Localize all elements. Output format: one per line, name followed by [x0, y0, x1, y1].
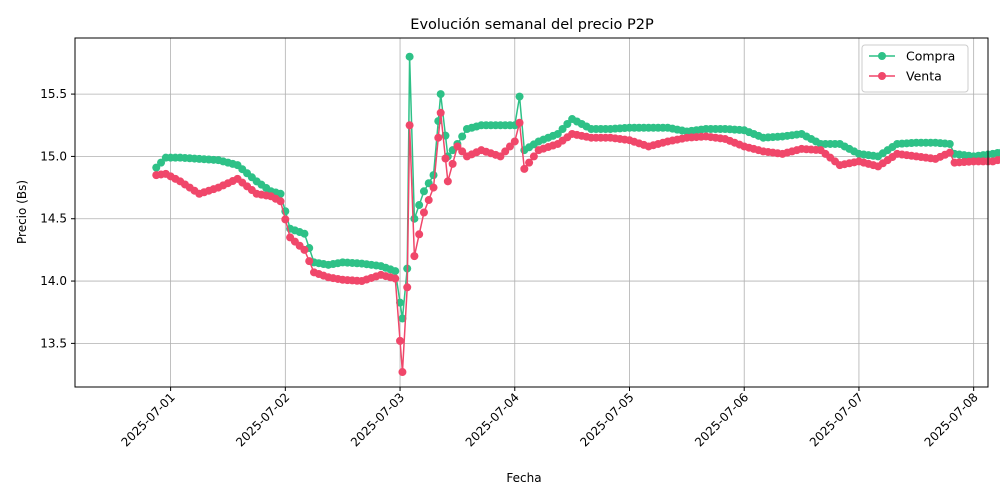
data-point-compra — [300, 229, 309, 238]
data-point-compra — [436, 90, 445, 99]
data-point-compra — [419, 187, 428, 196]
data-point-compra — [396, 298, 405, 307]
data-point-venta — [510, 137, 519, 146]
series-line-venta — [156, 112, 1000, 373]
data-point-venta — [429, 183, 438, 192]
data-point-compra — [515, 92, 524, 101]
data-point-venta — [410, 252, 419, 261]
data-point-venta — [424, 196, 433, 205]
data-point-compra — [391, 267, 400, 276]
legend-marker-compra — [878, 52, 886, 60]
data-point-compra — [558, 124, 567, 133]
y-tick-label: 14.0 — [40, 274, 67, 288]
data-point-compra — [993, 148, 1000, 157]
data-point-venta — [300, 245, 309, 254]
y-tick-label: 14.5 — [40, 212, 67, 226]
x-tick-label: 2025-07-07 — [807, 390, 866, 449]
data-point-venta — [520, 164, 529, 173]
y-tick-label: 13.5 — [40, 336, 67, 350]
data-point-venta — [281, 215, 290, 224]
y-axis-title: Precio (Bs) — [15, 180, 29, 244]
legend-label-compra: Compra — [906, 49, 955, 64]
data-point-compra — [276, 189, 285, 198]
x-tick-label: 2025-07-01 — [119, 390, 178, 449]
x-axis-ticks: 2025-07-01 2025-07-02 2025-07-03 2025-07-04… — [119, 387, 981, 449]
data-point-venta — [305, 257, 314, 266]
data-point-venta — [436, 108, 445, 117]
data-point-venta — [993, 156, 1000, 165]
series-layer — [152, 52, 1000, 377]
y-axis-ticks: 13.5 14.0 14.5 15.0 15.5 — [40, 87, 75, 350]
x-tick-label: 2025-07-08 — [922, 390, 981, 449]
data-point-venta — [515, 118, 524, 127]
legend-marker-venta — [878, 72, 886, 80]
legend: Compra Venta — [861, 44, 969, 93]
data-point-venta — [405, 121, 414, 130]
series-venta — [152, 108, 1000, 377]
series-line-compra — [155, 55, 1000, 320]
y-tick-label: 15.0 — [40, 149, 67, 163]
legend-item-venta: Venta — [869, 69, 942, 84]
data-point-venta — [441, 154, 450, 163]
data-point-venta — [525, 158, 534, 167]
data-point-venta — [458, 147, 467, 156]
data-point-compra — [410, 214, 419, 223]
x-axis-title: Fecha — [506, 471, 541, 485]
data-point-compra — [563, 120, 572, 128]
data-point-venta — [453, 142, 462, 151]
data-point-compra — [157, 158, 166, 167]
data-point-venta — [398, 368, 407, 377]
data-point-venta — [403, 283, 412, 292]
data-point-venta — [434, 133, 443, 142]
data-point-venta — [448, 159, 457, 168]
x-tick-label: 2025-07-03 — [348, 390, 407, 449]
data-point-compra — [429, 171, 438, 180]
grid-layer — [75, 38, 988, 387]
data-point-venta — [443, 177, 452, 186]
data-point-venta — [529, 152, 538, 161]
x-tick-label: 2025-07-04 — [463, 390, 522, 449]
data-point-compra — [945, 139, 954, 148]
legend-label-venta: Venta — [906, 69, 942, 84]
data-point-compra — [458, 132, 467, 141]
data-point-venta — [396, 336, 405, 345]
plot-frame — [74, 37, 989, 388]
x-tick-label: 2025-07-02 — [233, 390, 292, 449]
y-tick-label: 15.5 — [40, 87, 67, 101]
data-point-compra — [405, 52, 414, 61]
data-point-venta — [496, 152, 505, 161]
data-point-compra — [152, 163, 161, 172]
data-point-venta — [501, 147, 510, 156]
data-point-venta — [391, 274, 400, 283]
data-point-venta — [415, 230, 424, 239]
data-point-venta — [419, 208, 428, 217]
legend-item-compra: Compra — [869, 49, 955, 64]
series-compra — [152, 52, 1000, 323]
x-tick-label: 2025-07-06 — [692, 390, 751, 449]
data-point-compra — [553, 129, 562, 138]
data-point-venta — [945, 148, 954, 157]
data-point-compra — [415, 201, 424, 210]
x-tick-label: 2025-07-05 — [577, 390, 636, 449]
data-point-venta — [505, 142, 514, 151]
chart-title: Evolución semanal del precio P2P — [410, 17, 654, 33]
data-point-compra — [398, 314, 407, 323]
data-point-venta — [276, 197, 285, 206]
